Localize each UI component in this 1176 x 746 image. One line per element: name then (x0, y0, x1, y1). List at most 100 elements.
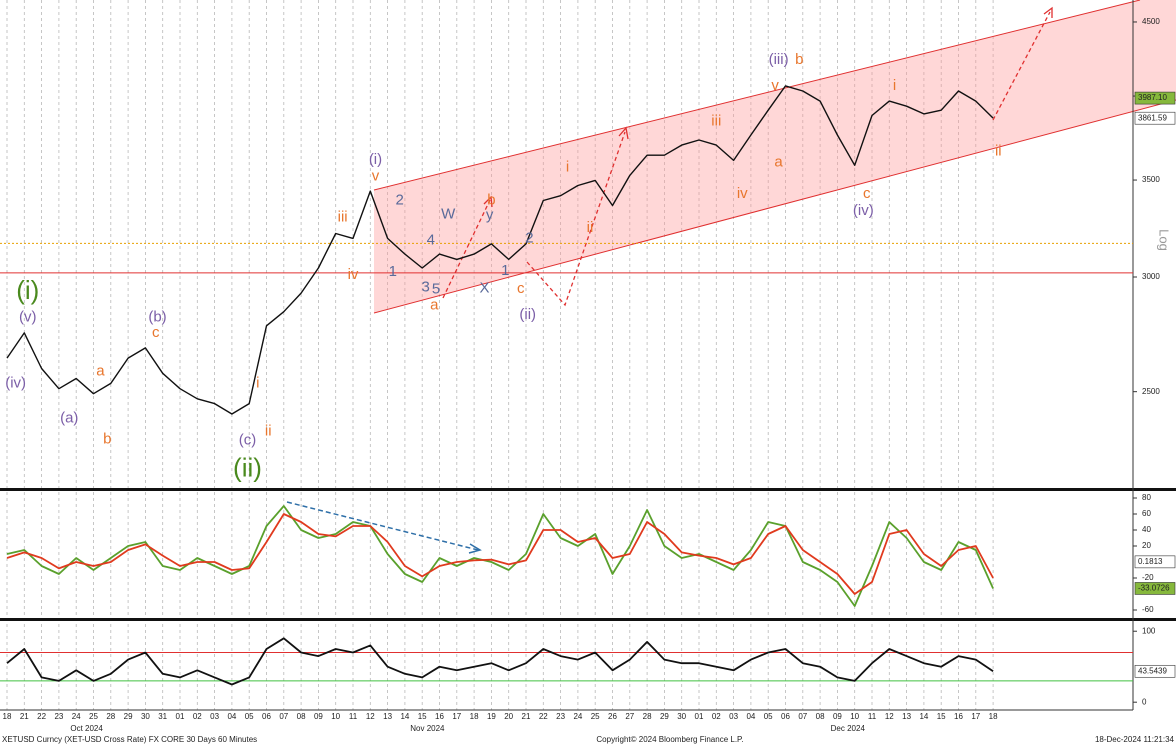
y-tick-label: 20 (1142, 541, 1151, 550)
x-tick-label: 04 (227, 712, 236, 721)
wave-label: b (103, 430, 111, 447)
scale-label: Log (1157, 229, 1172, 251)
y-tick-label: 2500 (1142, 387, 1160, 396)
x-tick-label: 02 (193, 712, 202, 721)
x-tick-label: 08 (297, 712, 306, 721)
wave-label: 4 (427, 231, 435, 248)
x-tick-label: 01 (695, 712, 704, 721)
divergence (286, 501, 479, 551)
x-tick-label: 28 (643, 712, 652, 721)
x-tick-label: 30 (677, 712, 686, 721)
x-tick-label: 11 (868, 712, 877, 721)
wave-label: iii (338, 208, 348, 225)
price-label: -33.0726 (1138, 584, 1170, 593)
x-tick-label: 07 (279, 712, 288, 721)
x-tick-label: 12 (885, 712, 894, 721)
x-tick-label: 21 (20, 712, 29, 721)
x-tick-label: 31 (158, 712, 167, 721)
y-tick-label: -60 (1142, 605, 1154, 614)
wave-label: iii (711, 113, 721, 130)
x-tick-label: 17 (452, 712, 461, 721)
wave-label: X (479, 280, 489, 297)
x-tick-label: 02 (712, 712, 721, 721)
x-tick-label: 06 (262, 712, 271, 721)
wave-label: a (774, 154, 783, 171)
x-tick-label: 05 (764, 712, 773, 721)
x-tick-label: 18 (470, 712, 479, 721)
series-line (6, 505, 994, 607)
x-tick-label: 27 (625, 712, 634, 721)
price-label-box (1134, 664, 1176, 678)
x-tick-label: 25 (89, 712, 98, 721)
x-tick-label: 29 (124, 712, 133, 721)
y-tick-label: -20 (1142, 573, 1154, 582)
wave-label: i (566, 158, 569, 175)
x-tick-label: 15 (937, 712, 946, 721)
y-tick-label: 60 (1142, 509, 1151, 518)
wave-label: b (795, 51, 803, 68)
x-tick-label: 22 (539, 712, 548, 721)
wave-label: (ii) (519, 306, 536, 323)
x-tick-label: 14 (400, 712, 409, 721)
wave-label: iv (348, 266, 359, 283)
month-label: Oct 2024 (70, 724, 103, 733)
x-tick-label: 18 (3, 712, 12, 721)
y-tick-label: 3500 (1142, 175, 1160, 184)
x-tick-label: 22 (37, 712, 46, 721)
month-label: Nov 2024 (410, 724, 445, 733)
x-tick-label: 23 (54, 712, 63, 721)
wave-label: (a) (60, 410, 78, 427)
panel-separator (0, 618, 1176, 621)
wave-label: i (256, 374, 259, 391)
wave-label: ii (265, 422, 272, 439)
x-tick-label: 18 (989, 712, 998, 721)
wave-label: c (152, 324, 160, 341)
wave-label: y (486, 206, 494, 223)
month-label: Dec 2024 (831, 724, 866, 733)
wave-label: a (96, 362, 105, 379)
x-tick-label: 26 (608, 712, 617, 721)
x-tick-label: 16 (954, 712, 963, 721)
wave-label: c (517, 280, 525, 297)
x-tick-label: 06 (781, 712, 790, 721)
wave-label: (c) (239, 432, 257, 449)
x-tick-label: 17 (971, 712, 980, 721)
wave-label: 1 (389, 263, 397, 280)
x-tick-label: 04 (746, 712, 755, 721)
wave-label: (iv) (853, 202, 874, 219)
x-tick-label: 03 (729, 712, 738, 721)
wave-label: (iii) (769, 51, 789, 68)
wave-label: (b) (148, 309, 166, 326)
x-tick-label: 09 (833, 712, 842, 721)
wave-label: v (372, 167, 380, 184)
wave-label: 3 (421, 279, 429, 296)
x-tick-label: 15 (418, 712, 427, 721)
wave-label: iv (737, 185, 748, 202)
wave-label: b (487, 191, 495, 208)
price-label-box (1134, 582, 1176, 595)
price-label: 3987.10 (1138, 93, 1167, 102)
footer-right: 18-Dec-2024 11:21:34 (1095, 735, 1175, 744)
day-grid (6, 0, 994, 710)
x-tick-label: 03 (210, 712, 219, 721)
x-tick-label: 21 (522, 712, 531, 721)
wave-label: (i) (16, 275, 39, 305)
x-tick-label: 08 (816, 712, 825, 721)
channel-fill (374, 0, 1176, 313)
series-line (6, 85, 994, 415)
projection (992, 11, 1051, 121)
x-tick-label: 10 (331, 712, 340, 721)
y-tick-label: 40 (1142, 525, 1151, 534)
x-tick-label: 12 (366, 712, 375, 721)
y-tick-label: 100 (1142, 626, 1156, 635)
x-tick-label: 19 (487, 712, 496, 721)
wave-label: (v) (19, 309, 37, 326)
channel-upper (373, 0, 1141, 191)
series-line (6, 513, 994, 595)
wave-label: 5 (432, 281, 440, 298)
wave-label: a (430, 297, 439, 314)
y-tick-label: 0 (1142, 697, 1147, 706)
wave-label: i (893, 77, 896, 94)
wave-label: W (441, 206, 456, 223)
